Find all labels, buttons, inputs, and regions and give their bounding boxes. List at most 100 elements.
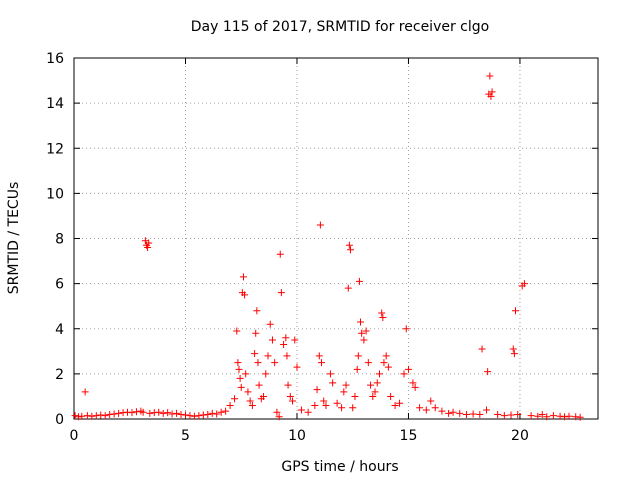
data-point [231,395,239,403]
x-axis-title: GPS time / hours [281,459,398,475]
data-point [367,381,375,389]
data-point [311,401,319,409]
data-point [494,410,502,418]
data-point [246,397,254,405]
data-point [316,221,324,229]
y-tick-label: 8 [55,232,64,248]
data-point [353,365,361,373]
data-point [340,388,348,396]
data-point [297,406,305,414]
data-point [338,404,346,412]
data-point [222,407,230,415]
x-tick-label: 10 [288,428,306,444]
data-point [181,411,189,419]
data-point [456,409,464,417]
data-point [159,409,167,417]
x-tick-label: 15 [400,428,418,444]
data-points [71,72,584,421]
data-point [375,370,383,378]
data-point [237,383,245,391]
data-point [333,399,341,407]
x-tick-label: 5 [181,428,190,444]
data-point [283,352,291,360]
x-tick-labels: 0 5 10 15 20 [70,428,529,444]
data-point [362,327,370,335]
data-point [139,408,147,416]
data-point [509,345,517,353]
data-point [284,381,292,389]
data-point [469,410,477,418]
data-point [422,406,430,414]
data-point [276,250,284,258]
data-point [380,359,388,367]
y-axis-title: SRMTID / TECUs [6,182,22,295]
data-point [273,408,281,416]
data-point [378,309,386,317]
y-tick-label: 4 [55,322,64,338]
data-point [88,412,96,420]
chart-title: Day 115 of 2017, SRMTID for receiver clg… [191,19,489,35]
data-point [382,352,390,360]
data-point [260,392,268,400]
plot-frame [73,57,599,420]
data-point [345,241,353,249]
data-point [391,401,399,409]
data-point [213,410,221,418]
data-point [289,397,297,405]
data-point [354,352,362,360]
data-point [286,392,294,400]
data-point [83,412,91,420]
data-point [233,327,241,335]
data-point [277,289,285,297]
data-point [538,410,546,418]
data-point [527,412,535,420]
data-point [242,370,250,378]
data-point [487,92,495,100]
data-point [71,412,79,420]
data-point [251,350,259,358]
data-point [349,404,357,412]
data-point [346,246,354,254]
data-point [239,273,247,281]
data-point [146,409,154,417]
grid-lines [74,58,598,419]
y-tick-label: 12 [46,141,64,157]
data-point [478,345,486,353]
data-point [115,409,123,417]
data-point [534,412,542,420]
data-point [128,409,136,417]
data-point [253,307,261,315]
y-tick-label: 10 [46,186,64,202]
data-point [282,334,290,342]
data-point [262,370,270,378]
data-point [293,363,301,371]
data-point [97,411,105,419]
y-tick-label: 0 [55,412,64,428]
data-point [364,359,372,367]
y-tick-label: 14 [46,96,64,112]
data-point [168,410,176,418]
data-point [195,412,203,420]
data-point [404,365,412,373]
data-point [145,239,153,247]
data-point [431,404,439,412]
y-tick-label: 2 [55,367,64,383]
data-point [190,412,198,420]
data-point [304,408,312,416]
data-point [373,379,381,387]
data-point [326,370,334,378]
data-point [511,307,519,315]
y-tick-label: 6 [55,277,64,293]
x-tick-label: 20 [511,428,529,444]
data-point [514,410,522,418]
data-point [543,413,551,421]
data-point [576,413,584,421]
data-point [402,325,410,333]
data-point [322,401,330,409]
data-point [275,413,283,421]
data-point [266,320,274,328]
data-point [360,336,368,344]
data-point [81,388,89,396]
data-point [186,412,194,420]
